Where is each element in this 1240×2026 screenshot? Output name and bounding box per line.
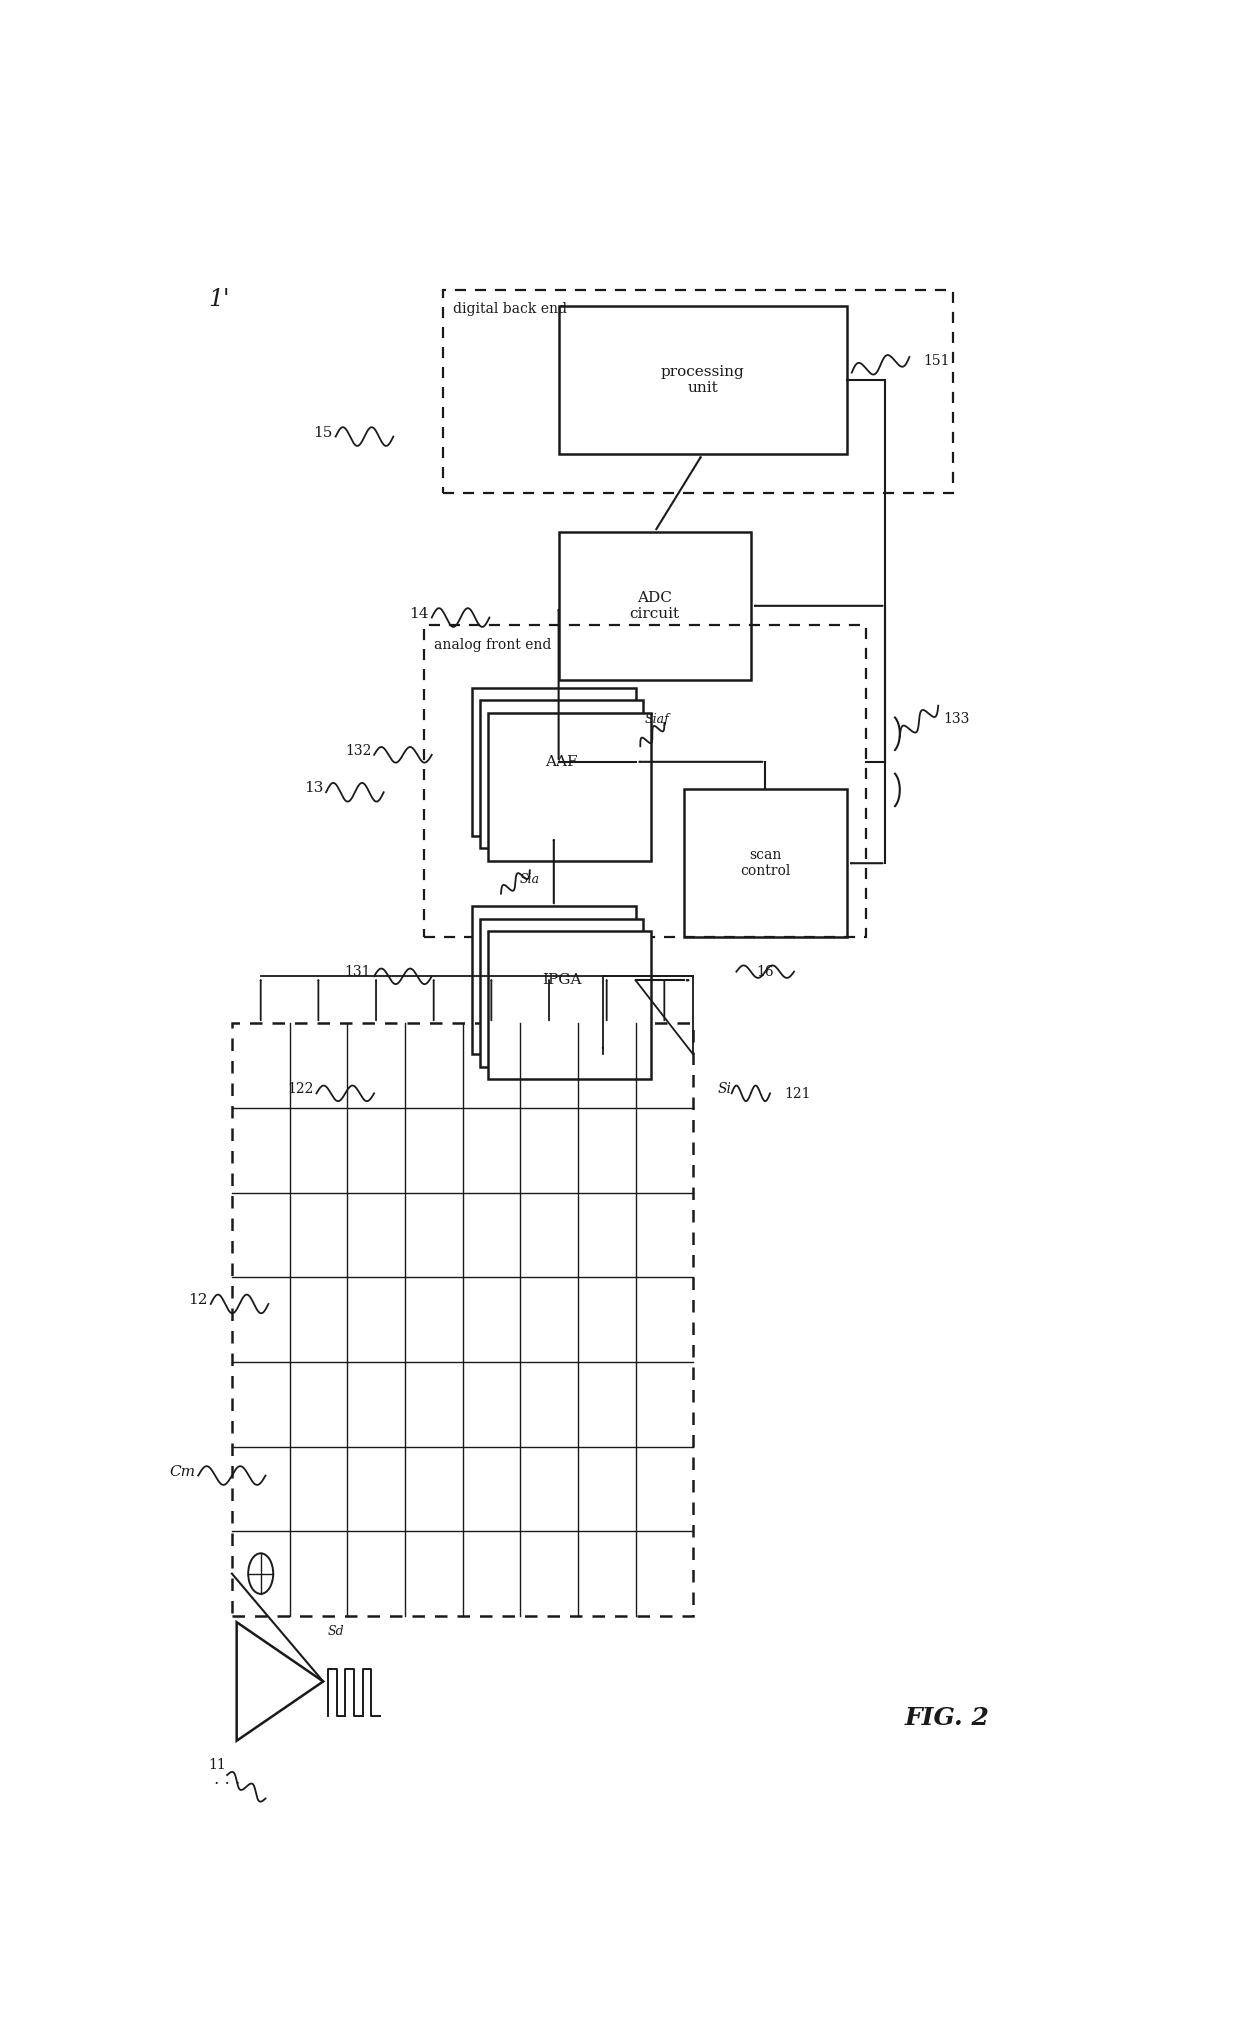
Text: IPGA: IPGA bbox=[542, 972, 582, 987]
Text: Siaf: Siaf bbox=[645, 713, 670, 725]
Text: 14: 14 bbox=[409, 606, 429, 620]
Bar bbox=[558, 306, 847, 454]
Text: 122: 122 bbox=[288, 1082, 314, 1096]
Text: 12: 12 bbox=[188, 1293, 208, 1307]
Bar bbox=[232, 1023, 693, 1617]
Text: 131: 131 bbox=[345, 964, 371, 979]
Text: Cm: Cm bbox=[169, 1465, 196, 1479]
Text: Sd: Sd bbox=[327, 1625, 345, 1637]
Bar bbox=[480, 918, 644, 1068]
Text: 1': 1' bbox=[208, 288, 229, 310]
Text: scan
control: scan control bbox=[740, 849, 790, 879]
Text: 11: 11 bbox=[208, 1759, 227, 1773]
Bar bbox=[480, 701, 644, 849]
Text: processing
unit: processing unit bbox=[661, 365, 745, 395]
Bar bbox=[558, 531, 751, 681]
Text: 151: 151 bbox=[924, 355, 950, 369]
Bar bbox=[472, 906, 635, 1054]
Bar bbox=[472, 687, 635, 837]
Text: FIG. 2: FIG. 2 bbox=[905, 1706, 990, 1730]
Text: Si: Si bbox=[718, 1082, 732, 1096]
Bar bbox=[487, 932, 651, 1080]
Text: 13: 13 bbox=[304, 782, 324, 796]
Text: 132: 132 bbox=[345, 744, 371, 758]
Text: 16: 16 bbox=[756, 964, 774, 979]
Bar bbox=[424, 626, 866, 938]
Text: AAF: AAF bbox=[546, 756, 578, 768]
Text: 15: 15 bbox=[314, 425, 332, 440]
Text: Sia: Sia bbox=[520, 873, 539, 885]
Bar bbox=[444, 290, 952, 492]
Text: ADC
circuit: ADC circuit bbox=[630, 592, 680, 620]
Text: digital back end: digital back end bbox=[453, 302, 567, 316]
Text: 121: 121 bbox=[785, 1088, 811, 1100]
Bar bbox=[683, 788, 847, 938]
Bar bbox=[487, 713, 651, 861]
Text: . . .: . . . bbox=[215, 1771, 241, 1789]
Text: 133: 133 bbox=[944, 711, 970, 725]
Text: analog front end: analog front end bbox=[434, 638, 551, 652]
